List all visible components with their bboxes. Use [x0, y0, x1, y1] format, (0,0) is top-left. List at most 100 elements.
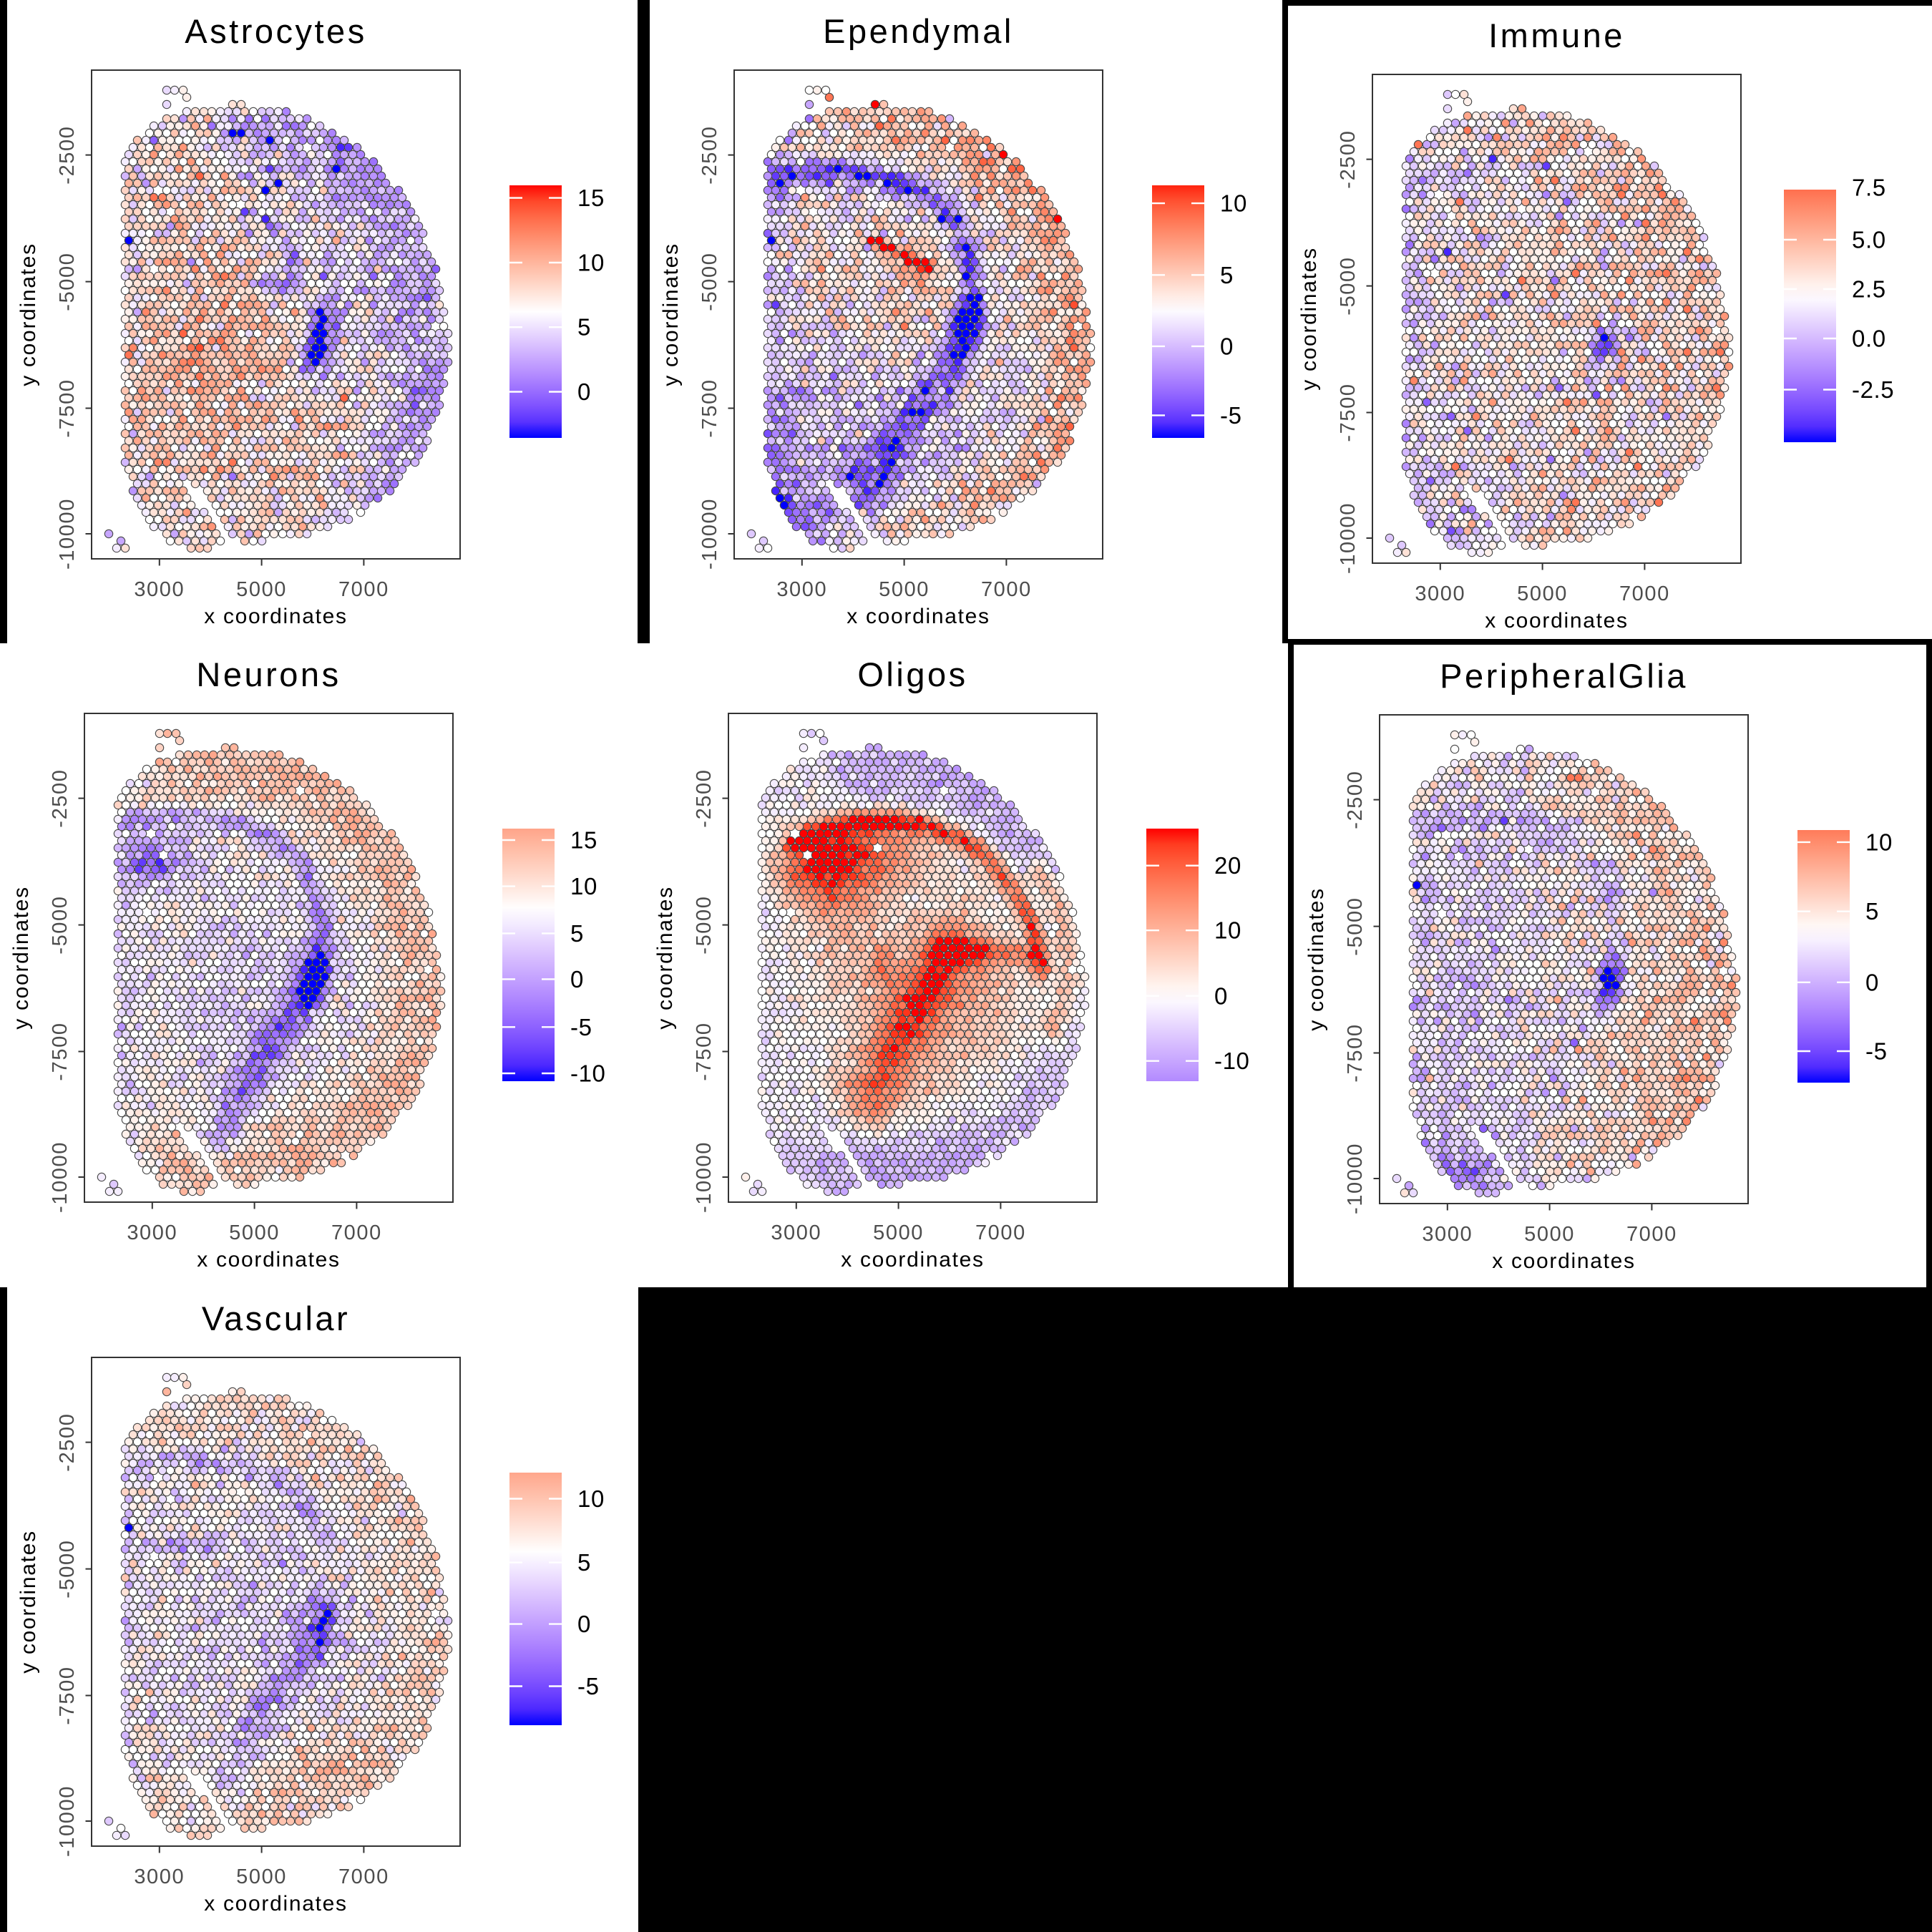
svg-text:-10000: -10000: [1337, 502, 1360, 574]
svg-text:5: 5: [577, 1549, 591, 1576]
svg-text:x coordinates: x coordinates: [197, 1248, 341, 1272]
svg-text:y coordinates: y coordinates: [653, 886, 677, 1030]
svg-text:-5000: -5000: [49, 896, 72, 955]
svg-text:PeripheralGlia: PeripheralGlia: [1440, 657, 1688, 695]
svg-text:-7500: -7500: [693, 1022, 716, 1080]
svg-text:-5000: -5000: [56, 253, 79, 311]
svg-text:5000: 5000: [236, 578, 287, 601]
svg-text:-2500: -2500: [56, 1413, 79, 1472]
svg-text:-2500: -2500: [49, 769, 72, 828]
svg-text:7000: 7000: [1626, 1223, 1677, 1246]
svg-text:x coordinates: x coordinates: [847, 605, 990, 628]
svg-text:-5000: -5000: [698, 253, 721, 311]
svg-text:0: 0: [577, 1611, 591, 1637]
svg-text:3000: 3000: [134, 578, 185, 601]
svg-text:-7500: -7500: [1337, 383, 1360, 441]
svg-text:-2500: -2500: [1344, 771, 1367, 829]
svg-text:x coordinates: x coordinates: [1492, 1249, 1636, 1273]
svg-text:7000: 7000: [975, 1221, 1026, 1244]
svg-text:-7500: -7500: [1344, 1023, 1367, 1082]
svg-text:3000: 3000: [776, 578, 827, 601]
svg-text:7000: 7000: [981, 578, 1032, 601]
svg-text:3000: 3000: [127, 1221, 177, 1244]
svg-text:0: 0: [577, 379, 591, 405]
svg-text:-10000: -10000: [49, 1141, 72, 1213]
svg-text:Astrocytes: Astrocytes: [185, 12, 366, 50]
svg-text:x coordinates: x coordinates: [841, 1248, 985, 1272]
svg-text:3000: 3000: [771, 1221, 821, 1244]
svg-text:-7500: -7500: [56, 379, 79, 437]
svg-text:0: 0: [1214, 982, 1228, 1009]
svg-text:-5: -5: [1220, 402, 1242, 429]
svg-text:-7500: -7500: [698, 379, 721, 437]
svg-text:5000: 5000: [1524, 1223, 1575, 1246]
svg-text:3000: 3000: [1415, 582, 1465, 605]
svg-text:-5000: -5000: [56, 1540, 79, 1599]
svg-text:0: 0: [1865, 969, 1879, 995]
svg-text:20: 20: [1214, 852, 1241, 879]
svg-text:10: 10: [1214, 917, 1241, 944]
svg-text:5000: 5000: [1517, 582, 1568, 605]
svg-text:Neurons: Neurons: [196, 655, 341, 693]
svg-text:-10: -10: [570, 1060, 606, 1087]
svg-text:7000: 7000: [331, 1221, 382, 1244]
svg-text:0.0: 0.0: [1852, 326, 1886, 352]
svg-text:-5000: -5000: [1337, 257, 1360, 316]
svg-text:7000: 7000: [338, 1865, 389, 1888]
svg-text:10: 10: [577, 1485, 605, 1512]
svg-text:10: 10: [570, 873, 597, 899]
svg-text:15: 15: [570, 827, 597, 854]
svg-text:-2.5: -2.5: [1852, 376, 1894, 403]
svg-text:-5000: -5000: [693, 896, 716, 955]
svg-text:10: 10: [1865, 829, 1893, 855]
svg-text:5: 5: [570, 920, 584, 947]
svg-text:y coordinates: y coordinates: [16, 1530, 40, 1674]
svg-text:5.0: 5.0: [1852, 227, 1886, 253]
svg-text:-5: -5: [570, 1014, 592, 1040]
svg-text:x coordinates: x coordinates: [204, 1892, 348, 1916]
svg-text:5000: 5000: [236, 1865, 287, 1888]
svg-text:-5000: -5000: [1344, 897, 1367, 956]
svg-text:y coordinates: y coordinates: [16, 243, 40, 386]
svg-text:Ependymal: Ependymal: [823, 12, 1014, 50]
svg-text:7000: 7000: [1619, 582, 1670, 605]
svg-text:-2500: -2500: [698, 126, 721, 185]
svg-text:x coordinates: x coordinates: [204, 605, 348, 628]
svg-text:7000: 7000: [338, 578, 389, 601]
svg-text:-2500: -2500: [1337, 130, 1360, 189]
svg-text:5: 5: [577, 314, 591, 341]
svg-text:y coordinates: y coordinates: [1304, 887, 1328, 1031]
svg-text:Oligos: Oligos: [857, 655, 967, 693]
svg-text:-10000: -10000: [56, 1785, 79, 1857]
svg-text:Immune: Immune: [1488, 16, 1625, 54]
svg-text:-2500: -2500: [56, 126, 79, 185]
svg-text:y coordinates: y coordinates: [9, 886, 33, 1030]
svg-text:5: 5: [1220, 262, 1234, 288]
svg-text:5000: 5000: [229, 1221, 280, 1244]
svg-text:-2500: -2500: [693, 769, 716, 828]
svg-text:-7500: -7500: [49, 1022, 72, 1080]
svg-text:7.5: 7.5: [1852, 175, 1886, 201]
svg-text:0: 0: [1220, 333, 1234, 359]
svg-text:Vascular: Vascular: [202, 1299, 350, 1337]
svg-text:0: 0: [570, 966, 584, 992]
svg-text:5000: 5000: [873, 1221, 924, 1244]
svg-text:y coordinates: y coordinates: [659, 243, 683, 386]
svg-text:-10000: -10000: [698, 498, 721, 570]
svg-text:3000: 3000: [134, 1865, 185, 1888]
svg-text:-10: -10: [1214, 1048, 1250, 1074]
svg-text:-5: -5: [577, 1673, 600, 1699]
svg-text:10: 10: [1220, 190, 1247, 217]
svg-text:5000: 5000: [879, 578, 930, 601]
svg-text:-10000: -10000: [56, 498, 79, 570]
svg-text:10: 10: [577, 250, 605, 276]
svg-text:3000: 3000: [1422, 1223, 1473, 1246]
svg-text:y coordinates: y coordinates: [1297, 247, 1321, 391]
svg-text:-10000: -10000: [693, 1141, 716, 1213]
svg-text:-5: -5: [1865, 1038, 1888, 1065]
svg-text:2.5: 2.5: [1852, 276, 1886, 303]
svg-text:-7500: -7500: [56, 1666, 79, 1724]
svg-text:x coordinates: x coordinates: [1485, 609, 1629, 633]
svg-text:5: 5: [1865, 898, 1879, 924]
svg-text:15: 15: [577, 185, 605, 211]
